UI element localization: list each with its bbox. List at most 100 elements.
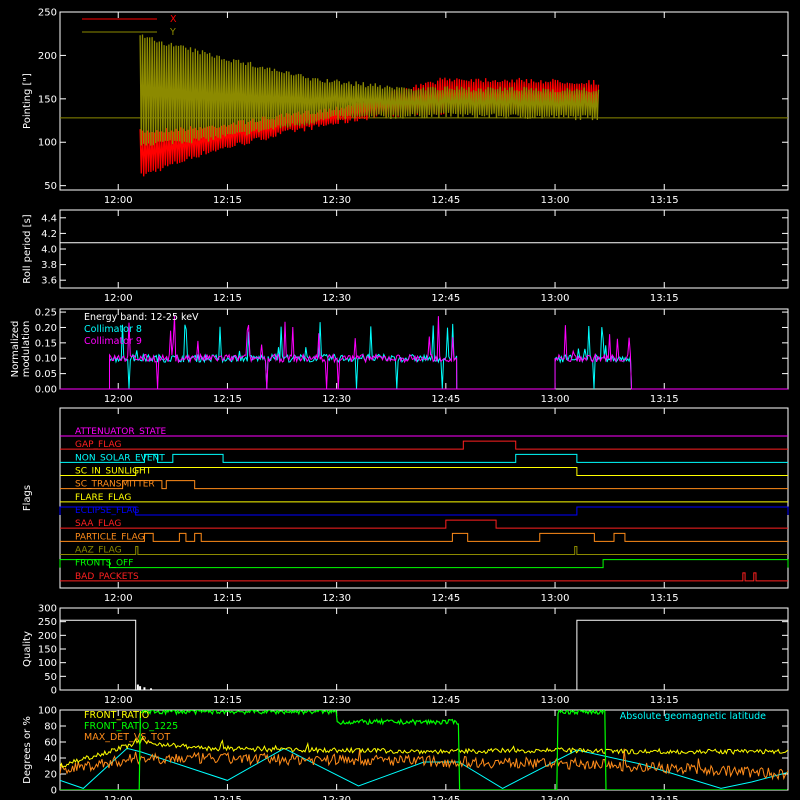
- x-tick-label: 12:45: [431, 195, 460, 206]
- y-tick-label: 0.20: [35, 323, 57, 334]
- series-collimator-9: [60, 315, 788, 390]
- series-collimator-8: [60, 322, 788, 390]
- flag-line-aaz-flag: [60, 546, 788, 555]
- y-tick-label: 3.6: [41, 276, 57, 287]
- y-tick-label: 20: [44, 770, 57, 781]
- x-tick-label: 13:00: [541, 695, 570, 706]
- flag-line-sc-transmitter: [60, 480, 788, 490]
- y-axis-label: Quality: [22, 631, 33, 667]
- y-tick-label: 200: [38, 51, 57, 62]
- y-tick-label: 150: [38, 645, 57, 656]
- x-tick-label: 12:00: [104, 394, 133, 405]
- panel-roll_period: 12:00 12:15 12:30 12:45 13:00 13:15 3.6 3.8 4.0 4…: [22, 209, 789, 304]
- flag-line-non-solar-event: [60, 453, 788, 463]
- flag-label: ECLIPSE_FLAG: [75, 506, 139, 516]
- geomagnetic-latitude-annotation: Absolute geomagnetic latitude: [620, 711, 766, 722]
- y-tick-label: 50: [44, 672, 57, 683]
- y-axis-label: Roll period [s]: [22, 214, 33, 283]
- x-tick-label: 12:30: [322, 593, 351, 604]
- y-tick-label: 4.0: [41, 245, 57, 256]
- x-tick-label: 12:15: [213, 695, 242, 706]
- pointing-frame: [59, 11, 789, 191]
- x-tick-label: 12:30: [322, 195, 351, 206]
- y-tick-label: 100: [38, 138, 57, 149]
- y-tick-label: 250: [38, 617, 57, 628]
- y-tick-label: 0: [51, 686, 57, 697]
- legend-label: Y: [169, 27, 176, 38]
- x-tick-label: 13:15: [650, 293, 679, 304]
- x-tick-label: 12:30: [322, 695, 351, 706]
- y-tick-label: 0.00: [35, 385, 57, 396]
- legend-label: MAX_DET_VS_TOT: [84, 732, 170, 743]
- x-tick-label: 12:00: [104, 695, 133, 706]
- x-tick-label: 12:15: [213, 195, 242, 206]
- x-tick-label: 12:30: [322, 795, 351, 800]
- x-tick-label: 12:15: [213, 394, 242, 405]
- x-tick-label: 13:00: [541, 795, 570, 800]
- x-tick-label: 12:30: [322, 394, 351, 405]
- flag-label: FRONTS_OFF: [75, 559, 133, 569]
- x-tick-label: 12:00: [104, 795, 133, 800]
- flag-label: BAD_PACKETS: [75, 572, 139, 582]
- flag-label: SAA_FLAG: [75, 519, 121, 529]
- y-tick-label: 0: [51, 786, 57, 797]
- legend-label: FRONT_RATIO: [84, 710, 149, 721]
- series-geomagnetic-latitude: [60, 747, 788, 789]
- series-front-ratio-1225: [60, 710, 788, 790]
- y-tick-label: 4.4: [41, 213, 57, 224]
- y-tick-label: 150: [38, 94, 57, 105]
- y-tick-label: 0.15: [35, 338, 57, 349]
- flag-line-eclipse-flag: [59, 506, 789, 516]
- x-tick-label: 12:00: [104, 593, 133, 604]
- x-tick-label: 12:45: [431, 593, 460, 604]
- flag-label: NON_SOLAR_EVENT: [75, 453, 165, 463]
- x-tick-label: 12:15: [213, 293, 242, 304]
- flag-line-bad-packets: [60, 572, 788, 582]
- x-tick-label: 12:00: [104, 195, 133, 206]
- y-axis-label: Normalizedmodulation: [10, 321, 32, 378]
- y-axis-label: Degrees or %: [22, 716, 33, 784]
- flag-label: GAP_FLAG: [75, 440, 121, 450]
- legend-label: Collimator 8: [84, 324, 142, 335]
- y-tick-label: 3.8: [41, 260, 57, 271]
- flag-line-particle-flag: [60, 532, 788, 542]
- y-tick-label: 80: [44, 722, 57, 733]
- y-tick-label: 50: [44, 181, 57, 192]
- y-tick-label: 0.10: [35, 354, 57, 365]
- energy-band-annotation: Energy band: 12-25 keV: [84, 312, 199, 323]
- panel-modulation: 12:00 12:15 12:30 12:45 13:00 13:15 0.00 0.05 0.…: [10, 308, 789, 405]
- x-tick-label: 13:15: [650, 795, 679, 800]
- x-tick-label: 13:15: [650, 195, 679, 206]
- flag-line-saa-flag: [60, 519, 788, 529]
- x-tick-label: 12:45: [431, 795, 460, 800]
- y-tick-label: 4.2: [41, 229, 57, 240]
- flag-line-fronts-off: [59, 559, 789, 569]
- y-tick-label: 100: [38, 706, 57, 717]
- y-axis-label: Pointing ["]: [22, 73, 33, 129]
- panel-quality: 12:00 12:15 12:30 12:45 13:00 13:15 0 50 100 150 2…: [22, 604, 789, 706]
- x-tick-label: 13:00: [541, 293, 570, 304]
- series-front-ratio: [60, 736, 788, 769]
- y-tick-label: 200: [38, 631, 57, 642]
- x-tick-label: 12:00: [104, 293, 133, 304]
- x-tick-label: 12:30: [322, 293, 351, 304]
- x-tick-label: 12:45: [431, 695, 460, 706]
- series-max-det-vs-tot: [60, 748, 788, 781]
- x-tick-label: 12:45: [431, 394, 460, 405]
- x-tick-label: 13:15: [650, 593, 679, 604]
- y-tick-label: 250: [38, 8, 57, 19]
- x-tick-label: 13:15: [650, 394, 679, 405]
- flag-label: ATTENUATOR_STATE: [75, 427, 167, 437]
- legend-label: Collimator 9: [84, 336, 142, 347]
- flag-label: SC_IN_SUNLIGHT: [75, 467, 152, 477]
- legend-label: X: [170, 14, 177, 25]
- panel-flags: 12:00 12:15 12:30 12:45 13:00 13:15 Flags ATTEN…: [22, 407, 789, 604]
- x-tick-label: 13:00: [541, 394, 570, 405]
- y-axis-label: Flags: [22, 485, 33, 511]
- y-tick-label: 40: [44, 754, 57, 765]
- panel-pointing: 12:00 12:15 12:30 12:45 13:00 13:15 50 100 150 20…: [22, 8, 789, 206]
- y-tick-label: 0.25: [35, 308, 57, 319]
- flag-line-gap-flag: [60, 440, 788, 450]
- flags-frame: [59, 407, 789, 589]
